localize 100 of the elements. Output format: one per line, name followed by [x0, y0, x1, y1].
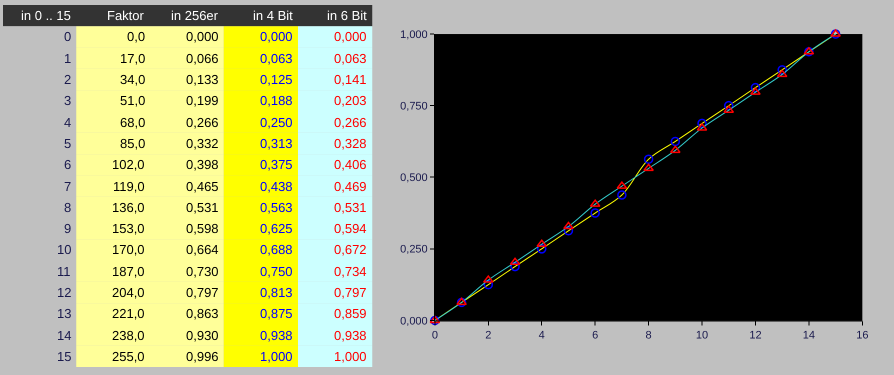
- data-label: 153,0: [112, 221, 145, 236]
- data-label: 1,000: [334, 349, 367, 364]
- data-label: 0,863: [186, 306, 219, 321]
- point: [590, 208, 600, 218]
- x-tick-label: in 256er: [171, 8, 219, 23]
- y-tick-label: 1: [64, 51, 72, 66]
- data-label: 17,0: [120, 51, 146, 66]
- data-label: 0,0: [127, 29, 146, 44]
- data-label: 238,0: [112, 328, 145, 343]
- data-label: 102,0: [112, 157, 145, 172]
- point: [643, 164, 654, 172]
- data-label: 0,375: [260, 157, 293, 172]
- data-label: 0,203: [334, 93, 367, 108]
- data-label: 187,0: [112, 264, 145, 279]
- y-tick-label: 5: [64, 136, 72, 151]
- data-label: 204,0: [112, 285, 145, 300]
- data-label: 0,125: [260, 72, 293, 87]
- data-label: 0,750: [260, 264, 293, 279]
- data-label: 34,0: [120, 72, 146, 87]
- data-label: 0,465: [186, 179, 219, 194]
- data-label: 255,0: [112, 349, 145, 364]
- data-label: 0,000: [186, 29, 219, 44]
- point: [696, 123, 708, 131]
- x-tick-label: 12: [749, 330, 762, 342]
- data-label: 0,930: [186, 328, 219, 343]
- data-label: 0,734: [334, 264, 367, 279]
- data-label: 0,063: [334, 51, 367, 66]
- y-tick-label: 7: [64, 179, 72, 194]
- data-label: 0,000: [334, 29, 367, 44]
- point: [536, 244, 546, 254]
- x-tick-label: 10: [696, 330, 708, 342]
- data-label: 0,063: [260, 51, 293, 66]
- point: [750, 87, 761, 95]
- x-tick-label: 0: [432, 330, 438, 342]
- data-label: 0,398: [186, 157, 219, 172]
- data-label: 0,469: [334, 179, 367, 194]
- y-tick-label: 0,500: [400, 172, 428, 184]
- data-label: 0,875: [260, 306, 293, 321]
- data-label: 0,266: [334, 115, 367, 130]
- point: [564, 226, 574, 236]
- y-axis-title: in 0 .. 15: [21, 8, 71, 23]
- x-tick-label: 4: [538, 330, 545, 342]
- point: [644, 154, 654, 164]
- data-label: 51,0: [120, 93, 146, 108]
- data-label: 0,141: [334, 72, 367, 87]
- data-label: 0,133: [186, 72, 219, 87]
- data-label: 0,813: [260, 285, 293, 300]
- data-label: 0,406: [334, 157, 367, 172]
- y-tick-label: 0,250: [400, 244, 428, 256]
- data-label: 0,250: [260, 115, 293, 130]
- data-label: 0,859: [334, 306, 367, 321]
- data-label: 0,332: [186, 136, 219, 151]
- point: [510, 258, 520, 266]
- point: [670, 136, 680, 146]
- point: [777, 65, 787, 75]
- point: [617, 190, 627, 200]
- data-label: 1,000: [260, 349, 293, 364]
- y-tick-label: 0: [64, 29, 72, 44]
- data-label: 0,688: [260, 242, 293, 257]
- point: [510, 262, 520, 272]
- data-label: 170,0: [112, 242, 145, 257]
- data-label: 0,598: [186, 221, 219, 236]
- data-label: 0,797: [334, 285, 367, 300]
- y-tick-label: 11: [57, 264, 70, 279]
- y-tick-label: 15: [57, 349, 72, 364]
- data-label: 85,0: [120, 136, 146, 151]
- data-label: 0,938: [334, 328, 367, 343]
- data-label: 136,0: [112, 200, 145, 215]
- y-tick-label: 13: [57, 306, 72, 321]
- x-tick-label: Faktor: [107, 8, 145, 23]
- data-label: 0,531: [334, 200, 367, 215]
- data-label: 0,438: [260, 179, 293, 194]
- data-label: 0,938: [260, 328, 293, 343]
- data-label: 0,797: [186, 285, 219, 300]
- y-tick-label: 9: [64, 221, 72, 236]
- x-tick-label: 6: [592, 330, 598, 342]
- point: [563, 222, 574, 230]
- data-label: 0,000: [260, 29, 293, 44]
- y-tick-label: 6: [64, 157, 72, 172]
- point: [616, 181, 628, 189]
- data-label: 0,625: [260, 221, 293, 236]
- data-label: 0,563: [260, 200, 293, 215]
- y-tick-label: 12: [57, 285, 72, 300]
- data-label: 0,066: [186, 51, 219, 66]
- y-tick-label: 0,000: [400, 315, 428, 328]
- data-label: 0,730: [186, 264, 219, 279]
- data-label: 0,594: [334, 221, 367, 236]
- data-label: 119,0: [113, 179, 145, 194]
- y-tick-label: 0,750: [400, 100, 428, 112]
- y-tick-label: 3: [64, 93, 72, 108]
- data-label: 0,664: [186, 242, 219, 257]
- y-tick-label: 4: [64, 115, 72, 130]
- x-tick-label: 14: [802, 330, 816, 342]
- data-label: 0,266: [186, 115, 219, 130]
- data-label: 68,0: [120, 115, 146, 130]
- y-tick-label: 10: [57, 242, 72, 257]
- x-tick-label: in 6 Bit: [327, 8, 368, 23]
- data-label: 221,0: [112, 306, 145, 321]
- data-label: 0,996: [186, 349, 219, 364]
- data-label: 0,188: [260, 93, 293, 108]
